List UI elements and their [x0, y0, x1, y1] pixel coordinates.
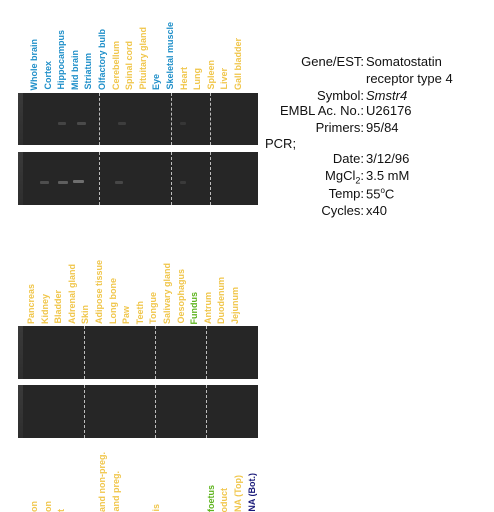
lane-label: on	[29, 501, 39, 512]
lane-label: Pancreas	[26, 283, 36, 324]
mid-lane-labels: Pancreas Kidney Bladder Adrenal gland Skin Ad…	[0, 238, 494, 324]
temp-value: 55oC	[366, 186, 394, 201]
date-key: Date:	[332, 151, 364, 166]
lane-label: and preg.	[110, 471, 121, 512]
gel-panel-3	[18, 326, 258, 379]
lane-divider	[171, 152, 172, 205]
gel-band	[180, 122, 186, 125]
pcr-label: PCR;	[265, 136, 297, 151]
lane-divider	[84, 326, 85, 379]
ladder-lane	[18, 326, 23, 379]
lane-label: Skin	[80, 304, 91, 324]
lane-label: on	[42, 501, 53, 512]
lane-label: Adrenal gland	[66, 263, 77, 324]
gene-value-line-1: Somatostatin	[366, 54, 442, 69]
cycles-key: Cycles:	[321, 203, 364, 218]
gel-band	[40, 181, 49, 184]
symbol-value: Smstr4	[366, 88, 408, 103]
ladder-lane	[18, 385, 23, 438]
lane-label: Fundus	[189, 291, 200, 325]
gel-band	[180, 181, 186, 184]
gene-key: Gene/EST:	[301, 54, 364, 69]
gene-value-line-2: receptor type 4	[366, 71, 453, 86]
lane-label: Bladder	[53, 290, 64, 324]
lane-label: Salivary gland	[162, 262, 172, 324]
temp-value-number: 55	[366, 186, 381, 202]
gel-band	[58, 181, 68, 184]
lane-divider	[206, 326, 207, 379]
lane-label: Paw	[121, 305, 132, 324]
primers-key: Primers:	[315, 120, 364, 135]
lane-label: Antrum	[202, 292, 213, 324]
bottom-lane-labels: on on t and non-preg. and preg. is foetus oduct…	[0, 452, 494, 512]
gel-band	[73, 180, 84, 183]
lane-divider	[210, 152, 211, 205]
lane-label: Oesophagus	[175, 269, 186, 324]
mgcl-key-text: MgCl	[325, 168, 356, 183]
ladder-lane	[18, 152, 23, 205]
gel-panel-2	[18, 152, 258, 205]
embl-key: EMBL Ac. No.:	[279, 103, 364, 118]
lane-divider	[155, 385, 156, 438]
lane-label: Teeth	[134, 300, 145, 324]
gel-panel-4	[18, 385, 258, 438]
gel-band	[115, 181, 123, 184]
gel-band	[58, 122, 66, 125]
gel-panel-1	[18, 93, 258, 145]
lane-label: Tongue	[148, 292, 159, 324]
lane-label: NA (Bot.)	[246, 473, 257, 512]
mgcl-value: 3.5 mM	[366, 168, 410, 183]
temp-value-degree: o	[380, 186, 385, 195]
gel-band	[77, 122, 86, 125]
cycles-value: x40	[366, 203, 387, 218]
ladder-lane	[18, 93, 23, 145]
lane-label: is	[151, 504, 162, 512]
primers-value: 95/84	[366, 120, 399, 135]
lane-label: oduct	[219, 487, 230, 512]
lane-label: Duodenum	[216, 277, 227, 324]
symbol-key: Symbol:	[317, 88, 364, 103]
mgcl-key-colon: :	[360, 168, 364, 183]
lane-label: foetus	[205, 485, 216, 512]
date-value: 3/12/96	[366, 151, 410, 166]
temp-value-unit: C	[384, 186, 395, 202]
lane-divider	[99, 152, 100, 205]
lane-divider	[206, 385, 207, 438]
embl-value: U26176	[366, 103, 412, 118]
lane-divider	[99, 93, 100, 145]
lane-label: Jejunum	[230, 286, 240, 324]
lane-label: Adipose tissue	[94, 259, 104, 324]
mgcl-key: MgCl2:	[224, 168, 364, 186]
mgcl-key-subscript: 2	[355, 175, 361, 186]
lane-divider	[84, 385, 85, 438]
lane-label: Kidney	[39, 293, 50, 324]
gel-band	[118, 122, 126, 125]
lane-label: and non-preg.	[97, 452, 107, 512]
lane-divider	[171, 93, 172, 145]
temp-key: Temp:	[328, 186, 364, 201]
pcr-info-panel: Gene/EST: Somatostatin receptor type 4 S…	[0, 0, 494, 230]
lane-label: NA (Top)	[233, 475, 243, 512]
lane-divider	[155, 326, 156, 379]
lane-divider	[210, 93, 211, 145]
lane-label: Long bone	[107, 278, 118, 324]
